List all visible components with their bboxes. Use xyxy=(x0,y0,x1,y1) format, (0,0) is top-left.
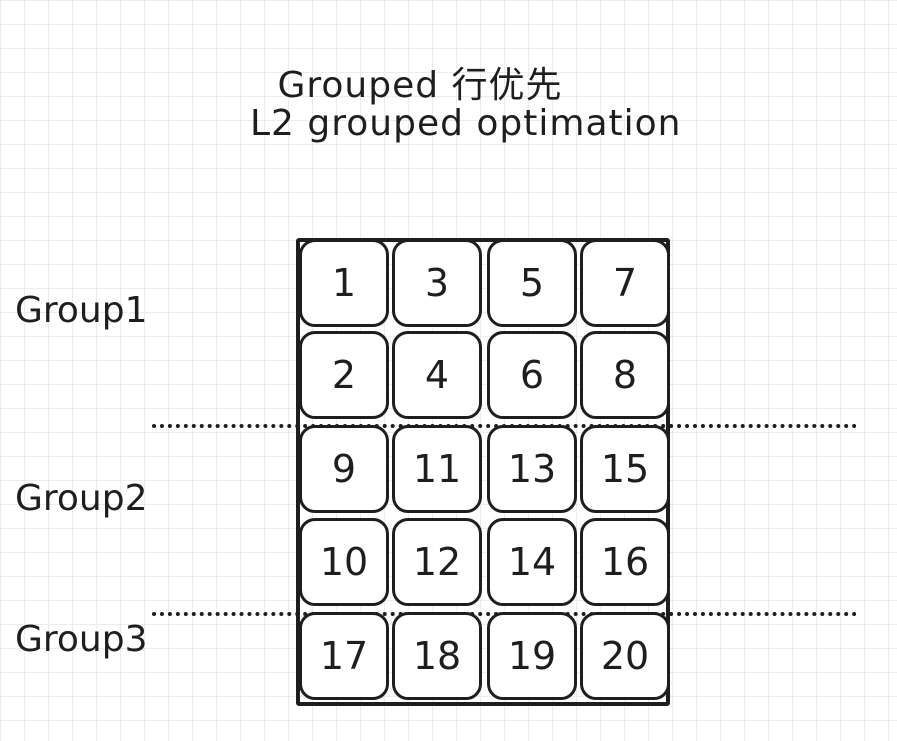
matrix-cell: 6 xyxy=(487,331,577,419)
title-line-2: L2 grouped optimation xyxy=(250,103,682,144)
matrix-cell: 4 xyxy=(392,331,482,419)
matrix-cell: 8 xyxy=(580,331,670,419)
matrix-cell: 3 xyxy=(392,239,482,327)
matrix-cell: 14 xyxy=(487,518,577,606)
matrix-cell: 16 xyxy=(580,518,670,606)
matrix-cell: 18 xyxy=(392,612,482,700)
group-label-2: Group2 xyxy=(15,478,148,519)
matrix-cell: 9 xyxy=(299,425,389,513)
matrix-cell: 15 xyxy=(580,425,670,513)
matrix-cell: 10 xyxy=(299,518,389,606)
matrix-cell: 12 xyxy=(392,518,482,606)
group-label-1: Group1 xyxy=(15,290,148,331)
matrix-cell: 20 xyxy=(580,612,670,700)
matrix-cell: 1 xyxy=(299,239,389,327)
matrix-cell: 19 xyxy=(487,612,577,700)
matrix-cell: 2 xyxy=(299,331,389,419)
title-line-1: Grouped 行优先 xyxy=(277,65,563,106)
matrix-cell: 5 xyxy=(487,239,577,327)
matrix-cell: 13 xyxy=(487,425,577,513)
matrix-cell: 11 xyxy=(392,425,482,513)
matrix-cell: 7 xyxy=(580,239,670,327)
group-label-3: Group3 xyxy=(15,619,148,660)
matrix-cell: 17 xyxy=(299,612,389,700)
